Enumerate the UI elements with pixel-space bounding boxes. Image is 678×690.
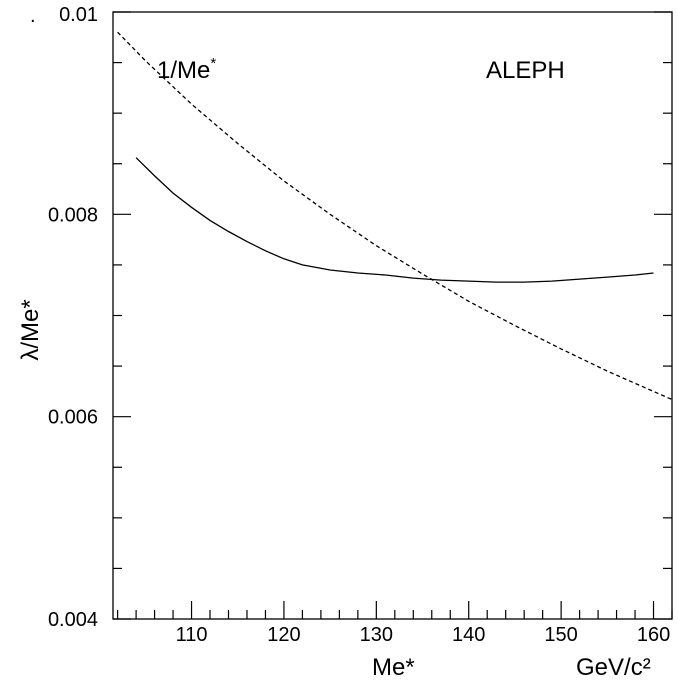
x-axis-title: Me*: [372, 654, 415, 681]
y-tick-label: 0.01: [59, 4, 98, 26]
curve-label-main: 1/Me: [157, 57, 210, 84]
y-axis-ticks: [113, 11, 672, 620]
corner-dot: .: [30, 5, 36, 27]
x-axis-tick-labels: 110 120 130 140 150 160: [176, 624, 671, 646]
x-axis-ticks: [117, 601, 673, 619]
x-tick-label: 140: [452, 624, 485, 646]
curve-label-sup: *: [210, 55, 216, 72]
y-tick-label: 0.006: [48, 407, 98, 429]
experiment-label: ALEPH: [486, 57, 565, 84]
x-tick-label: 150: [544, 624, 577, 646]
y-axis-tick-labels: 0.004 0.006 0.008 0.01: [48, 4, 98, 631]
x-tick-label: 120: [267, 624, 300, 646]
y-tick-label: 0.008: [48, 204, 98, 226]
curve-label: 1/Me*: [157, 55, 216, 84]
x-tick-label: 130: [360, 624, 393, 646]
series-line-solid: [135, 157, 654, 283]
plot-frame: [112, 11, 673, 620]
series-layer: [117, 31, 673, 401]
x-axis-unit: GeV/c²: [576, 654, 651, 681]
series-line-dashed: [117, 31, 673, 401]
x-tick-label: 160: [637, 624, 670, 646]
y-tick-label: 0.004: [48, 609, 98, 631]
y-axis-title: λ/Me*: [17, 299, 44, 360]
x-tick-label: 110: [176, 624, 208, 646]
